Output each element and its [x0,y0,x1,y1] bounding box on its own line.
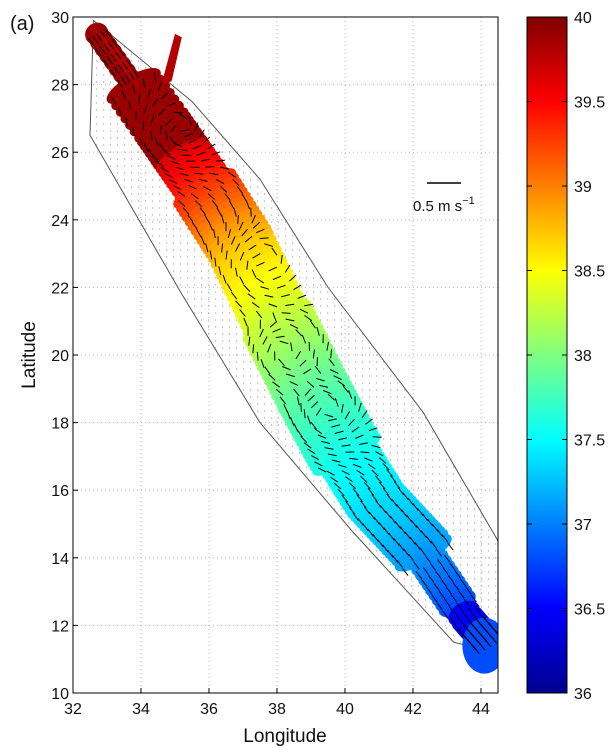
y-tick-label: 18 [51,416,69,433]
colorbar-tick-label: 38 [574,348,592,365]
colorbar [526,16,568,694]
colorbar-tick-label: 39 [574,179,592,196]
y-tick-label: 20 [51,348,69,365]
gulf-of-aden-patch [462,617,498,674]
model-domain-outline [89,19,498,653]
x-tick-label: 36 [200,701,218,718]
gulf-of-suez-patch [90,23,141,92]
scale-arrow: 0.5 m s−1 [413,182,475,215]
colorbar-tick-label: 40 [574,10,592,27]
y-tick-label: 12 [51,618,69,635]
y-tick-label: 16 [51,483,69,500]
panel-label: (a) [10,13,34,35]
colorbar-tick-label: 39.5 [574,95,605,112]
x-tick-label: 32 [64,701,82,718]
x-axis-ticks: 32 34 36 38 40 42 44 [64,688,490,718]
y-tick-label: 26 [51,145,69,162]
colorbar-tick-label: 38.5 [574,264,605,281]
y-axis-label: Latitude [19,321,40,389]
colorbar-ticks: 36 36.5 37 37.5 38 38.5 39 39.5 40 [527,10,605,703]
gulf-of-aqaba-patch [161,33,182,85]
y-tick-label: 22 [51,280,69,297]
colorbar-tick-label: 37.5 [574,433,605,450]
y-tick-label: 24 [51,213,69,230]
y-tick-label: 14 [51,551,69,568]
x-axis-label: Longitude [243,726,326,747]
x-tick-label: 40 [336,701,354,718]
y-tick-label: 28 [51,78,69,95]
x-tick-label: 44 [472,701,490,718]
scale-arrow-label: 0.5 m s−1 [413,195,475,215]
x-tick-label: 34 [132,701,150,718]
y-tick-label: 10 [51,686,69,703]
colorbar-tick-label: 36.5 [574,602,605,619]
colorbar-tick-label: 37 [574,517,592,534]
y-tick-label: 30 [51,10,69,27]
velocity-arrow-field [88,28,498,654]
velocity-vectors [88,28,498,654]
colorbar-tick-label: 36 [574,686,592,703]
x-tick-label: 42 [404,701,422,718]
y-axis-ticks: 10 12 14 16 18 20 22 24 26 28 30 [51,10,78,703]
x-tick-label: 38 [268,701,286,718]
